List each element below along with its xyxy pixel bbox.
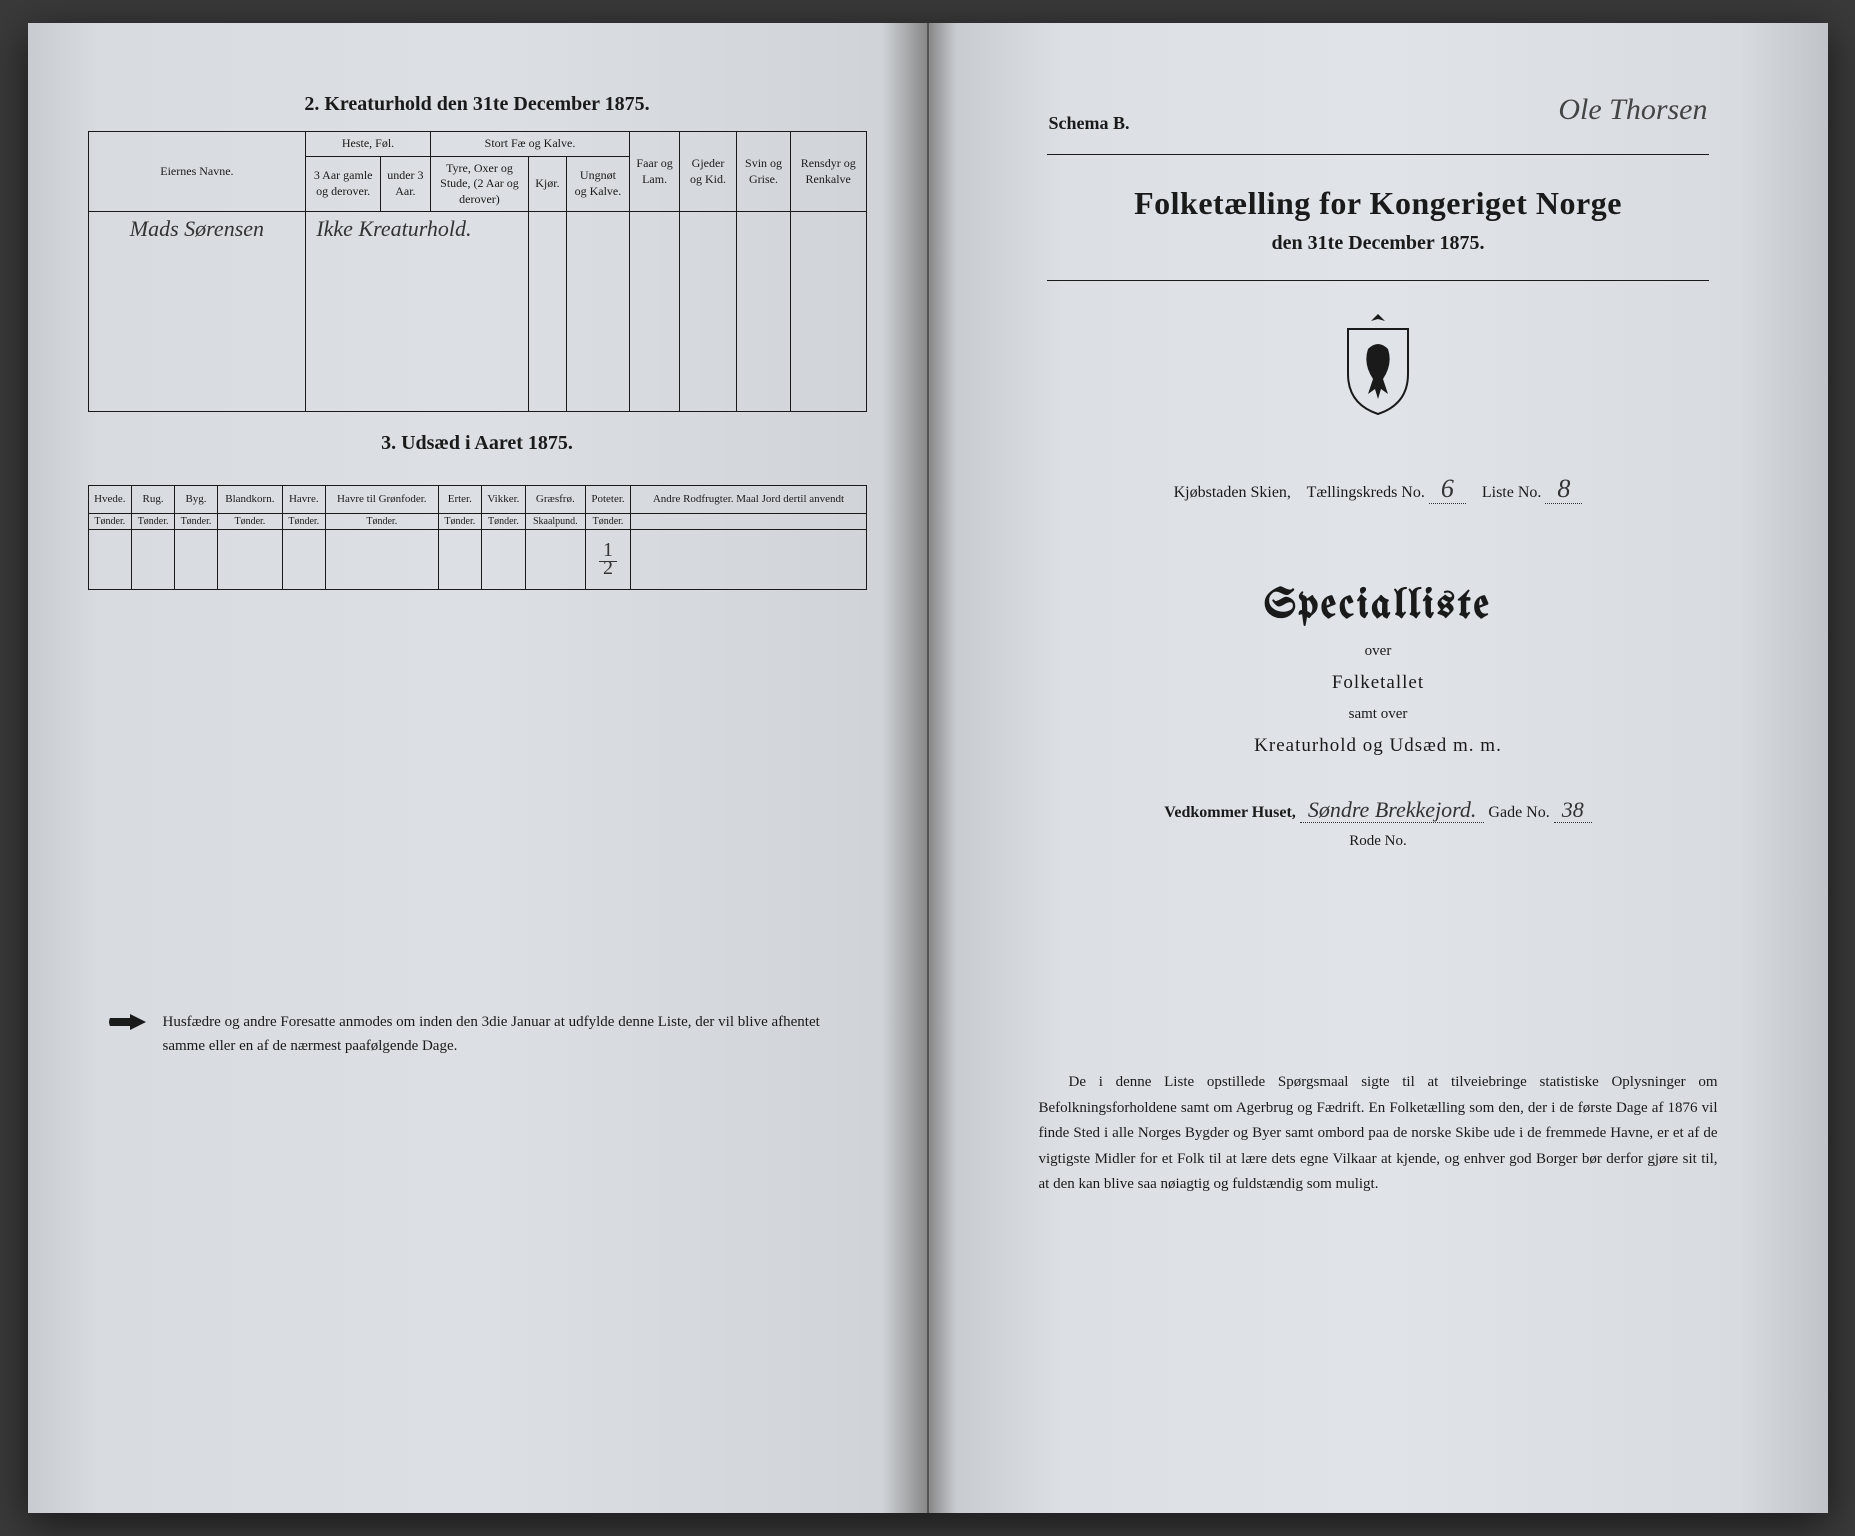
gade-no: 38 <box>1554 797 1592 823</box>
divider <box>1047 280 1709 281</box>
kreatur-label: Kreaturhold og Udsæd m. m. <box>989 735 1768 757</box>
street-name: Søndre Brekkejord. <box>1300 797 1485 823</box>
th-cattle3: Ungnøt og Kalve. <box>566 156 630 212</box>
th-horse-group: Heste, Føl. <box>306 132 430 157</box>
district-line: Kjøbstaden Skien, Tællingskreds No. 6 Li… <box>989 474 1768 504</box>
th-c10: Andre Rodfrugter. Maal Jord dertil anven… <box>631 486 866 513</box>
sowing-table: Hvede. Rug. Byg. Blandkorn. Havre. Havre… <box>88 485 867 589</box>
rode-line: Rode No. <box>989 833 1768 850</box>
samt-label: samt over <box>989 706 1768 723</box>
liste-no: 8 <box>1545 474 1582 504</box>
owner-name: Mads Sørensen <box>130 216 264 241</box>
divider <box>1047 154 1709 155</box>
document-spread: 2. Kreaturhold den 31te December 1875. E… <box>28 23 1828 1513</box>
footnote-text: Husfædre og andre Foresatte anmodes om i… <box>163 1010 847 1058</box>
th-goat: Gjeder og Kid. <box>679 132 736 212</box>
over-label: over <box>989 643 1768 660</box>
th-horse1: 3 Aar gamle og derover. <box>306 156 381 212</box>
th-cattle2: Kjør. <box>529 156 566 212</box>
vedk-label: Vedkommer Huset, <box>1164 804 1296 821</box>
main-title: Folketælling for Kongeriget Norge <box>989 185 1768 222</box>
livestock-note: Ikke Kreaturhold. <box>316 216 471 241</box>
th-horse2: under 3 Aar. <box>381 156 431 212</box>
left-page: 2. Kreaturhold den 31te December 1875. E… <box>28 23 929 1513</box>
table-row: Mads Sørensen Ikke Kreaturhold. <box>88 212 866 412</box>
coat-of-arms-icon <box>1333 309 1423 419</box>
gade-label: Gade No. <box>1488 804 1549 821</box>
section3-title: 3. Udsæd i Aaret 1875. <box>88 432 867 455</box>
folketallet-label: Folketallet <box>989 672 1768 694</box>
th-c7: Vikker. <box>481 486 525 513</box>
unit-row: Tønder. Tønder. Tønder. Tønder. Tønder. … <box>88 513 866 529</box>
th-c9: Poteter. <box>585 486 631 513</box>
main-subtitle: den 31te December 1875. <box>989 232 1768 255</box>
footnote: Husfædre og andre Foresatte anmodes om i… <box>88 1010 867 1058</box>
poteter-value: 12 <box>585 529 631 589</box>
th-cattle1: Tyre, Oxer og Stude, (2 Aar og derover) <box>430 156 529 212</box>
th-c2: Byg. <box>175 486 218 513</box>
top-annotation: Ole Thorsen <box>1558 93 1707 127</box>
special-title: Specialliste <box>989 584 1768 628</box>
th-c4: Havre. <box>282 486 325 513</box>
right-page: Schema B. Ole Thorsen Folketælling for K… <box>929 23 1828 1513</box>
town-label: Kjøbstaden Skien, <box>1174 484 1291 501</box>
th-owner: Eiernes Navne. <box>88 132 306 212</box>
livestock-table: Eiernes Navne. Heste, Føl. Stort Fæ og K… <box>88 131 867 412</box>
sowing-header-row: Hvede. Rug. Byg. Blandkorn. Havre. Havre… <box>88 486 866 513</box>
th-sheep: Faar og Lam. <box>630 132 680 212</box>
th-cattle-group: Stort Fæ og Kalve. <box>430 132 630 157</box>
bottom-paragraph: De i denne Liste opstillede Spørgsmaal s… <box>989 1070 1768 1198</box>
th-c8: Græsfrø. <box>526 486 586 513</box>
kreds-label: Tællingskreds No. <box>1307 484 1425 501</box>
th-reindeer: Rensdyr og Renkalve <box>790 132 866 212</box>
th-c6: Erter. <box>438 486 481 513</box>
liste-label: Liste No. <box>1482 484 1542 501</box>
th-pig: Svin og Grise. <box>737 132 791 212</box>
pointing-hand-icon <box>108 1010 148 1034</box>
sowing-data-row: 12 <box>88 529 866 589</box>
th-c1: Rug. <box>132 486 175 513</box>
th-c3: Blandkorn. <box>217 486 282 513</box>
section2-title: 2. Kreaturhold den 31te December 1875. <box>88 93 867 116</box>
th-c0: Hvede. <box>88 486 132 513</box>
kreds-no: 6 <box>1429 474 1466 504</box>
th-c5: Havre til Grønfoder. <box>325 486 438 513</box>
house-line: Vedkommer Huset, Søndre Brekkejord. Gade… <box>989 797 1768 823</box>
